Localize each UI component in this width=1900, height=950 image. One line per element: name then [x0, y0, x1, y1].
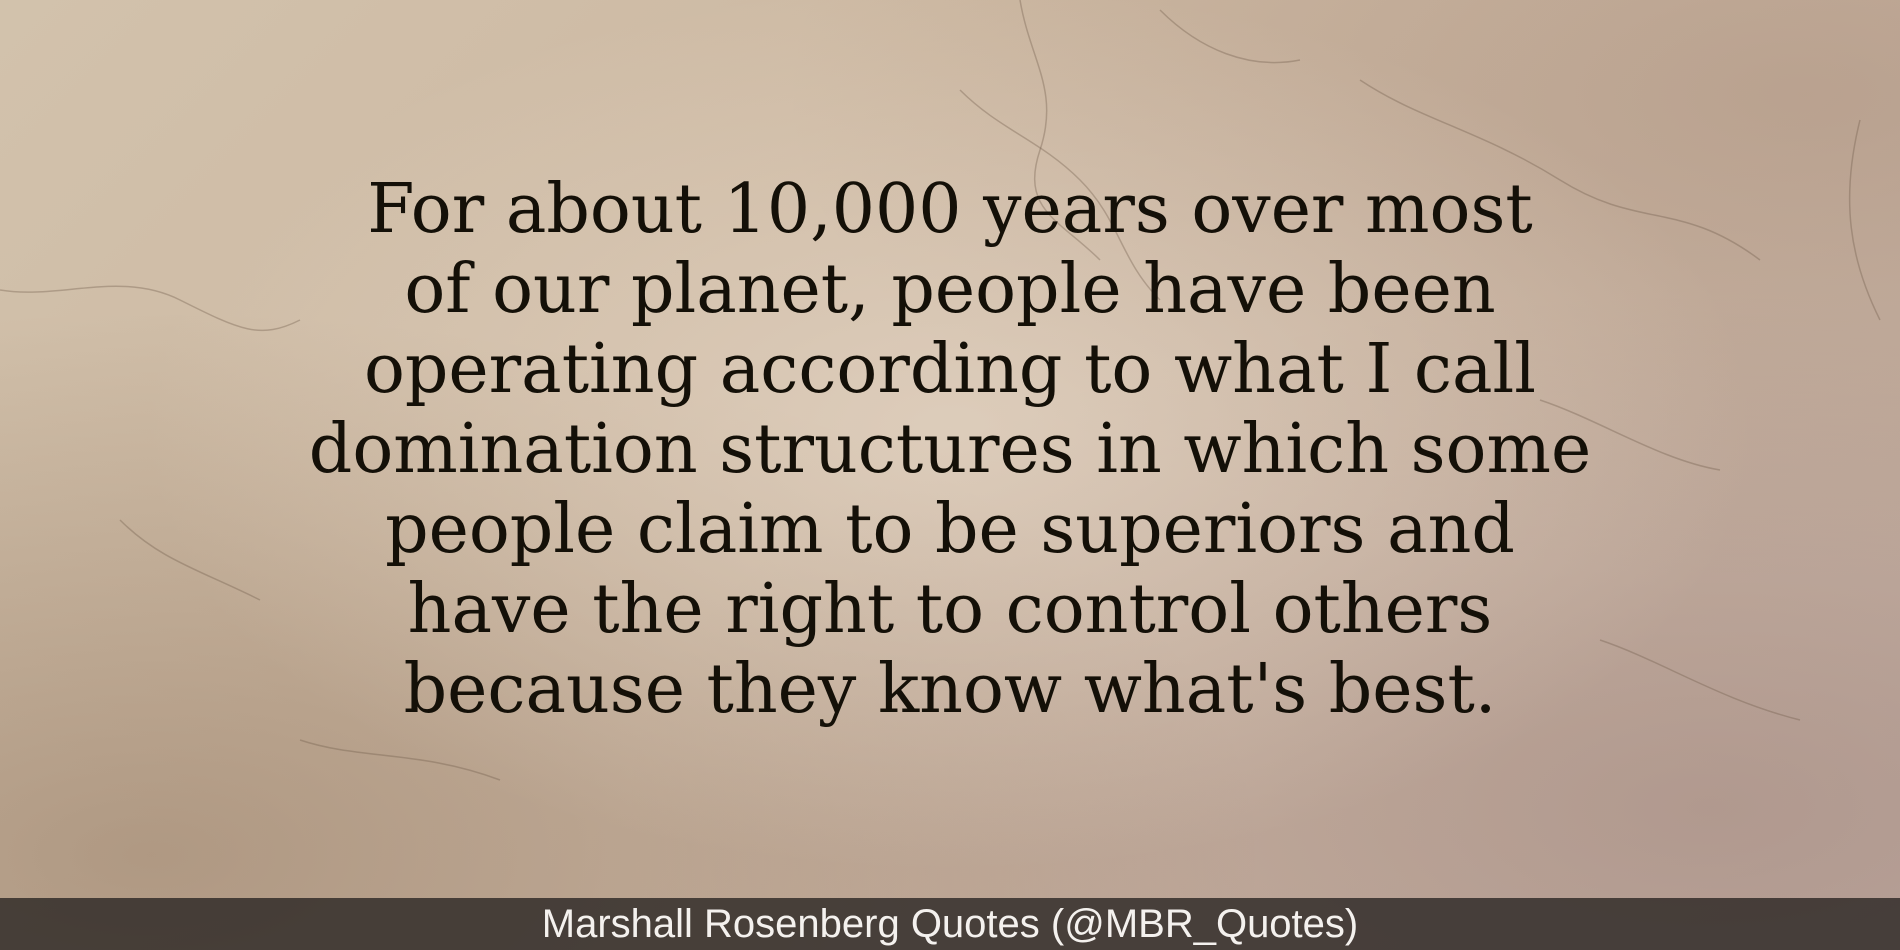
quote-line: For about 10,000 years over most — [367, 170, 1533, 249]
quote-line: have the right to control others — [407, 570, 1493, 649]
quote-line: domination structures in which some — [308, 410, 1592, 489]
quote-text: For about 10,000 years over most of our … — [200, 170, 1700, 810]
quote-line: operating according to what I call — [363, 330, 1537, 409]
quote-line: of our planet, people have been — [404, 250, 1496, 329]
attribution-text: Marshall Rosenberg Quotes (@MBR_Quotes) — [541, 902, 1359, 946]
attribution-bar: Marshall Rosenberg Quotes (@MBR_Quotes) — [0, 898, 1900, 950]
quote-line: people claim to be superiors and — [385, 490, 1515, 569]
quote-line: because they know what's best. — [403, 650, 1497, 729]
